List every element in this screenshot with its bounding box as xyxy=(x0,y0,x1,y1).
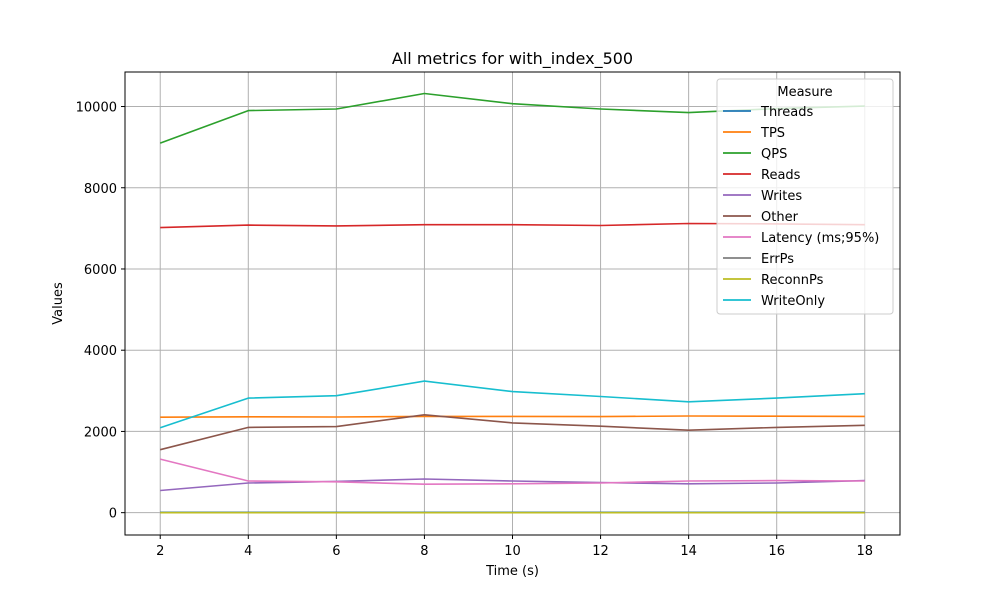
x-tick-label: 8 xyxy=(420,544,428,559)
x-tick-label: 4 xyxy=(244,544,252,559)
legend-label-writes: Writes xyxy=(761,189,802,204)
x-tick-label: 6 xyxy=(332,544,340,559)
legend-label-tps: TPS xyxy=(760,126,785,141)
x-tick-label: 14 xyxy=(680,544,697,559)
y-tick-label: 2000 xyxy=(84,425,117,440)
y-tick-label: 6000 xyxy=(84,263,117,278)
legend-title: Measure xyxy=(777,85,832,100)
series-line-writeonly xyxy=(159,380,865,429)
series-lines xyxy=(159,92,865,514)
series-line-tps xyxy=(160,415,865,419)
legend-label-qps: QPS xyxy=(761,147,787,162)
legend: Measure Threads TPS QPS Reads Writes Other Lat… xyxy=(716,78,894,315)
legend-label-threads: Threads xyxy=(760,105,813,120)
legend-items: Threads TPS QPS Reads Writes Other Latency (ms… xyxy=(723,105,879,309)
y-tick-label: 0 xyxy=(109,507,117,522)
series-line-other xyxy=(160,413,865,451)
legend-label-latency-ms-95: Latency (ms;95%) xyxy=(761,231,879,246)
legend-label-errps: ErrPs xyxy=(761,252,794,267)
x-axis: 2 4 6 8 10 12 14 16 18 xyxy=(156,535,873,559)
y-axis: 0 2000 4000 6000 8000 10000 xyxy=(76,101,125,522)
y-axis-label: Values xyxy=(51,282,66,325)
x-tick-label: 18 xyxy=(856,544,873,559)
x-tick-label: 16 xyxy=(768,544,785,559)
legend-label-reconnps: ReconnPs xyxy=(761,273,824,288)
legend-label-reads: Reads xyxy=(761,168,801,183)
legend-label-writeonly: WriteOnly xyxy=(761,294,825,309)
legend-label-other: Other xyxy=(761,210,799,225)
x-tick-label: 10 xyxy=(504,544,521,559)
y-tick-label: 4000 xyxy=(84,344,117,359)
legend-box xyxy=(716,78,894,315)
chart-title: All metrics for with_index_500 xyxy=(392,49,633,69)
x-axis-label: Time (s) xyxy=(485,564,539,579)
x-tick-label: 2 xyxy=(156,544,164,559)
y-tick-label: 10000 xyxy=(76,101,117,116)
series-line-latency-ms-95 xyxy=(160,458,865,486)
y-tick-label: 8000 xyxy=(84,182,117,197)
x-tick-label: 12 xyxy=(592,544,609,559)
series-line-writes xyxy=(160,478,865,492)
